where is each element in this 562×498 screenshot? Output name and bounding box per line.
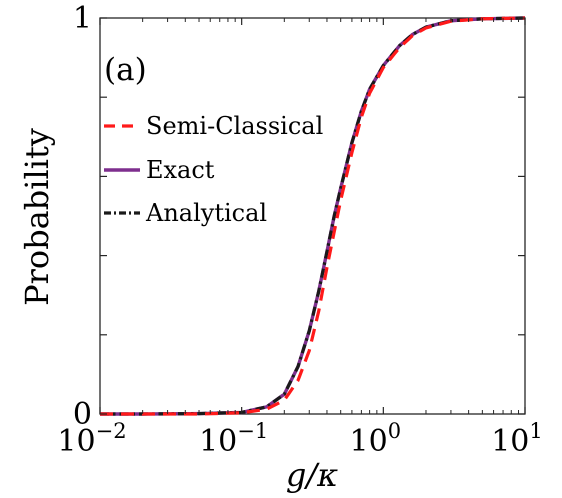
legend-label: Analytical bbox=[145, 199, 267, 227]
tick-marks bbox=[99, 17, 526, 415]
panel-label: (a) bbox=[104, 52, 147, 88]
axes-frame bbox=[99, 17, 526, 415]
legend-label: Semi-Classical bbox=[146, 112, 323, 140]
y-tick-label: 1 bbox=[73, 1, 92, 36]
x-tick-label: 10−1 bbox=[199, 419, 268, 459]
x-axis-label: g/κ bbox=[286, 456, 338, 494]
y-tick-label: 0 bbox=[73, 397, 92, 432]
x-tick-label: 10−2 bbox=[57, 419, 126, 459]
legend-label: Exact bbox=[146, 156, 215, 184]
legend: Semi-Classical Exact Analytical bbox=[104, 112, 323, 227]
y-tick-labels: 01 bbox=[73, 1, 92, 432]
plot-frame bbox=[99, 17, 526, 415]
x-tick-label: 100 bbox=[350, 419, 402, 459]
series-line-semi-classical bbox=[100, 16, 526, 416]
x-tick-label: 101 bbox=[491, 419, 543, 459]
x-tick-labels: 10−2 10−1 100 101 bbox=[57, 419, 542, 459]
y-axis-label: Probability bbox=[18, 128, 56, 306]
series-lines bbox=[100, 16, 526, 416]
